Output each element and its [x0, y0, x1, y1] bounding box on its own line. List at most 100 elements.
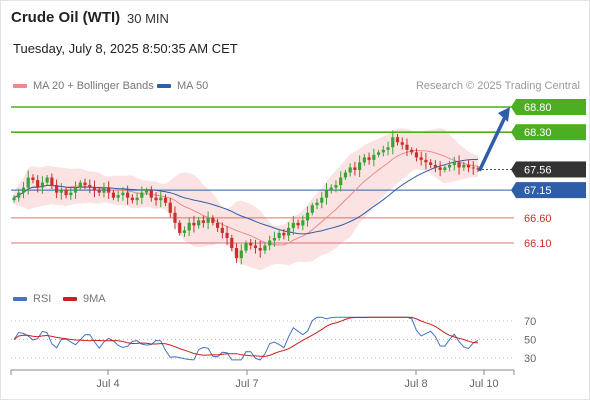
candle-body — [69, 192, 73, 196]
candle-body — [258, 248, 262, 251]
legend-ma50: MA 50 — [157, 80, 208, 92]
level-label-0: 68.80 — [524, 102, 552, 114]
legend-rsi-label: RSI — [33, 293, 52, 305]
candle-body — [102, 187, 106, 193]
candle-body — [36, 180, 40, 188]
candle-body — [230, 237, 234, 249]
candle-body — [182, 230, 187, 233]
candle-body — [121, 192, 125, 196]
level-box-pointer-1 — [511, 124, 516, 141]
candle-body — [315, 202, 319, 206]
candle-body — [438, 167, 442, 170]
candle-body — [414, 152, 419, 158]
candle-body — [353, 167, 357, 170]
level-label-1: 68.30 — [524, 127, 552, 139]
candle-body — [59, 190, 63, 193]
legend-rsi: RSI — [13, 293, 51, 305]
level-box-1 — [516, 124, 586, 141]
candle-body — [239, 250, 243, 259]
rsi-swatch — [13, 297, 27, 301]
candle-body — [320, 197, 324, 203]
candle-body — [107, 187, 111, 193]
rsi-tick-label: 50 — [524, 335, 536, 347]
candle-body — [178, 222, 182, 233]
rsi-ma-line — [13, 316, 479, 357]
candle-body — [26, 177, 30, 188]
candle-body — [83, 182, 87, 186]
candle-body — [433, 164, 437, 168]
candle-body — [386, 147, 390, 150]
candle-body — [159, 197, 163, 201]
candle-body — [301, 220, 305, 226]
candle-body — [287, 227, 291, 236]
candle-body — [305, 212, 310, 221]
level-label-5: 66.10 — [524, 238, 552, 250]
x-tick-label: Jul 10 — [469, 378, 498, 390]
candle-body — [476, 168, 480, 170]
level-label-4: 66.60 — [524, 213, 552, 225]
x-tick-label: Jul 7 — [235, 378, 258, 390]
candle-body — [296, 222, 300, 226]
candle-body — [429, 162, 433, 165]
candle-body — [400, 142, 404, 145]
candle-body — [339, 177, 343, 186]
candle-body — [253, 245, 258, 249]
candle-body — [40, 182, 45, 188]
legend-ma20: MA 20 + Bollinger Bands — [13, 80, 154, 92]
legend-rsi-ma: 9MA — [63, 293, 106, 305]
rsi-ma-swatch — [63, 297, 77, 301]
ma20-swatch — [13, 84, 27, 88]
candle-body — [144, 190, 149, 193]
candle-body — [168, 202, 172, 213]
timestamp: Tuesday, July 8, 2025 8:50:35 AM CET — [13, 41, 238, 56]
candle-body — [263, 245, 267, 251]
candle-body — [130, 197, 134, 201]
candle-body — [362, 157, 366, 163]
x-tick-label: Jul 8 — [404, 378, 427, 390]
candle-body — [329, 187, 333, 191]
candle-body — [192, 222, 196, 226]
candle-body — [140, 192, 144, 198]
legend-ma50-label: MA 50 — [177, 80, 209, 92]
credit: Research © 2025 Trading Central — [415, 80, 580, 92]
candle-body — [405, 144, 409, 150]
candle-body — [244, 243, 248, 251]
candle-body — [92, 187, 97, 191]
candle-body — [348, 167, 352, 173]
candle-body — [201, 220, 205, 223]
level-label-3: 67.15 — [524, 185, 552, 197]
candle-body — [310, 205, 314, 213]
candle-body — [64, 190, 68, 196]
candle-body — [12, 197, 16, 201]
level-box-pointer-2 — [511, 161, 516, 178]
candle-body — [135, 197, 139, 201]
candle-body — [31, 177, 35, 181]
candle-body — [17, 192, 21, 198]
bollinger-band — [14, 128, 478, 271]
candle-body — [367, 157, 371, 160]
level-box-3 — [516, 182, 586, 199]
candle-body — [88, 185, 92, 188]
candle-body — [220, 227, 224, 233]
forecast-arrow — [478, 115, 507, 172]
instrument-title: Crude Oil (WTI) — [11, 9, 121, 26]
candle-body — [424, 159, 428, 163]
level-box-0 — [516, 99, 586, 115]
candle-body — [21, 187, 26, 193]
candle-body — [78, 182, 82, 188]
candle-body — [343, 172, 348, 178]
candle-body — [154, 197, 158, 201]
interval-label[interactable]: 30 MIN — [127, 11, 169, 26]
candle-body — [234, 248, 239, 259]
candle-body — [447, 164, 452, 168]
candle-body — [211, 217, 215, 223]
forecast-arrowhead — [498, 107, 510, 122]
candle-body — [249, 243, 253, 246]
candle-body — [272, 237, 277, 241]
candle-body — [73, 187, 78, 193]
candle-body — [457, 162, 461, 168]
level-box-2 — [516, 161, 586, 178]
candle-body — [410, 149, 414, 153]
candle-body — [452, 162, 456, 165]
